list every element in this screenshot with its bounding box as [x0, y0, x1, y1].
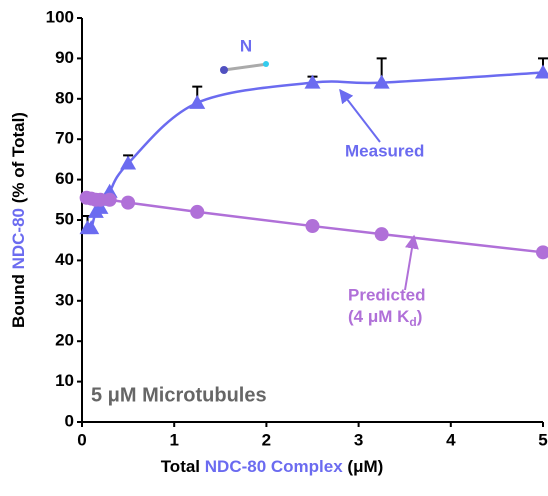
n-label: N: [240, 36, 252, 55]
x-tick-label: 5: [538, 430, 547, 449]
y-tick-label: 0: [65, 411, 74, 430]
marker: [304, 74, 321, 89]
marker: [121, 195, 136, 210]
marker: [102, 192, 117, 207]
marker: [536, 245, 548, 260]
y-tick-label: 20: [55, 331, 74, 350]
marker: [189, 94, 206, 109]
y-tick-label: 60: [55, 169, 74, 188]
marker: [190, 204, 205, 219]
marker: [83, 220, 100, 235]
x-tick-label: 4: [446, 430, 456, 449]
annotation: (4 μM Kd): [348, 307, 422, 329]
n-icon: [220, 61, 269, 74]
y-tick-label: 90: [55, 48, 74, 67]
y-tick-label: 70: [55, 129, 74, 148]
arrow: [339, 88, 381, 143]
y-tick-label: 100: [46, 7, 74, 26]
y-axis-label: Bound NDC-80 (% of Total): [9, 112, 28, 328]
y-tick-label: 10: [55, 371, 74, 390]
marker: [374, 227, 389, 242]
legend-label: Predicted: [348, 285, 425, 304]
x-axis-label: Total NDC-80 Complex (μM): [161, 457, 384, 476]
x-tick-label: 2: [262, 430, 271, 449]
marker: [92, 199, 109, 214]
y-tick-label: 80: [55, 88, 74, 107]
marker: [373, 74, 390, 89]
x-tick-label: 3: [354, 430, 363, 449]
arrow: [404, 234, 419, 291]
legend-label: Measured: [345, 141, 424, 160]
y-tick-label: 50: [55, 209, 74, 228]
y-tick-label: 30: [55, 290, 74, 309]
marker: [535, 64, 548, 79]
marker: [120, 155, 137, 170]
marker: [305, 219, 320, 234]
y-tick-label: 40: [55, 250, 74, 269]
annotation: 5 μM Microtubules: [91, 384, 267, 406]
x-tick-label: 0: [77, 430, 86, 449]
x-tick-label: 1: [169, 430, 178, 449]
